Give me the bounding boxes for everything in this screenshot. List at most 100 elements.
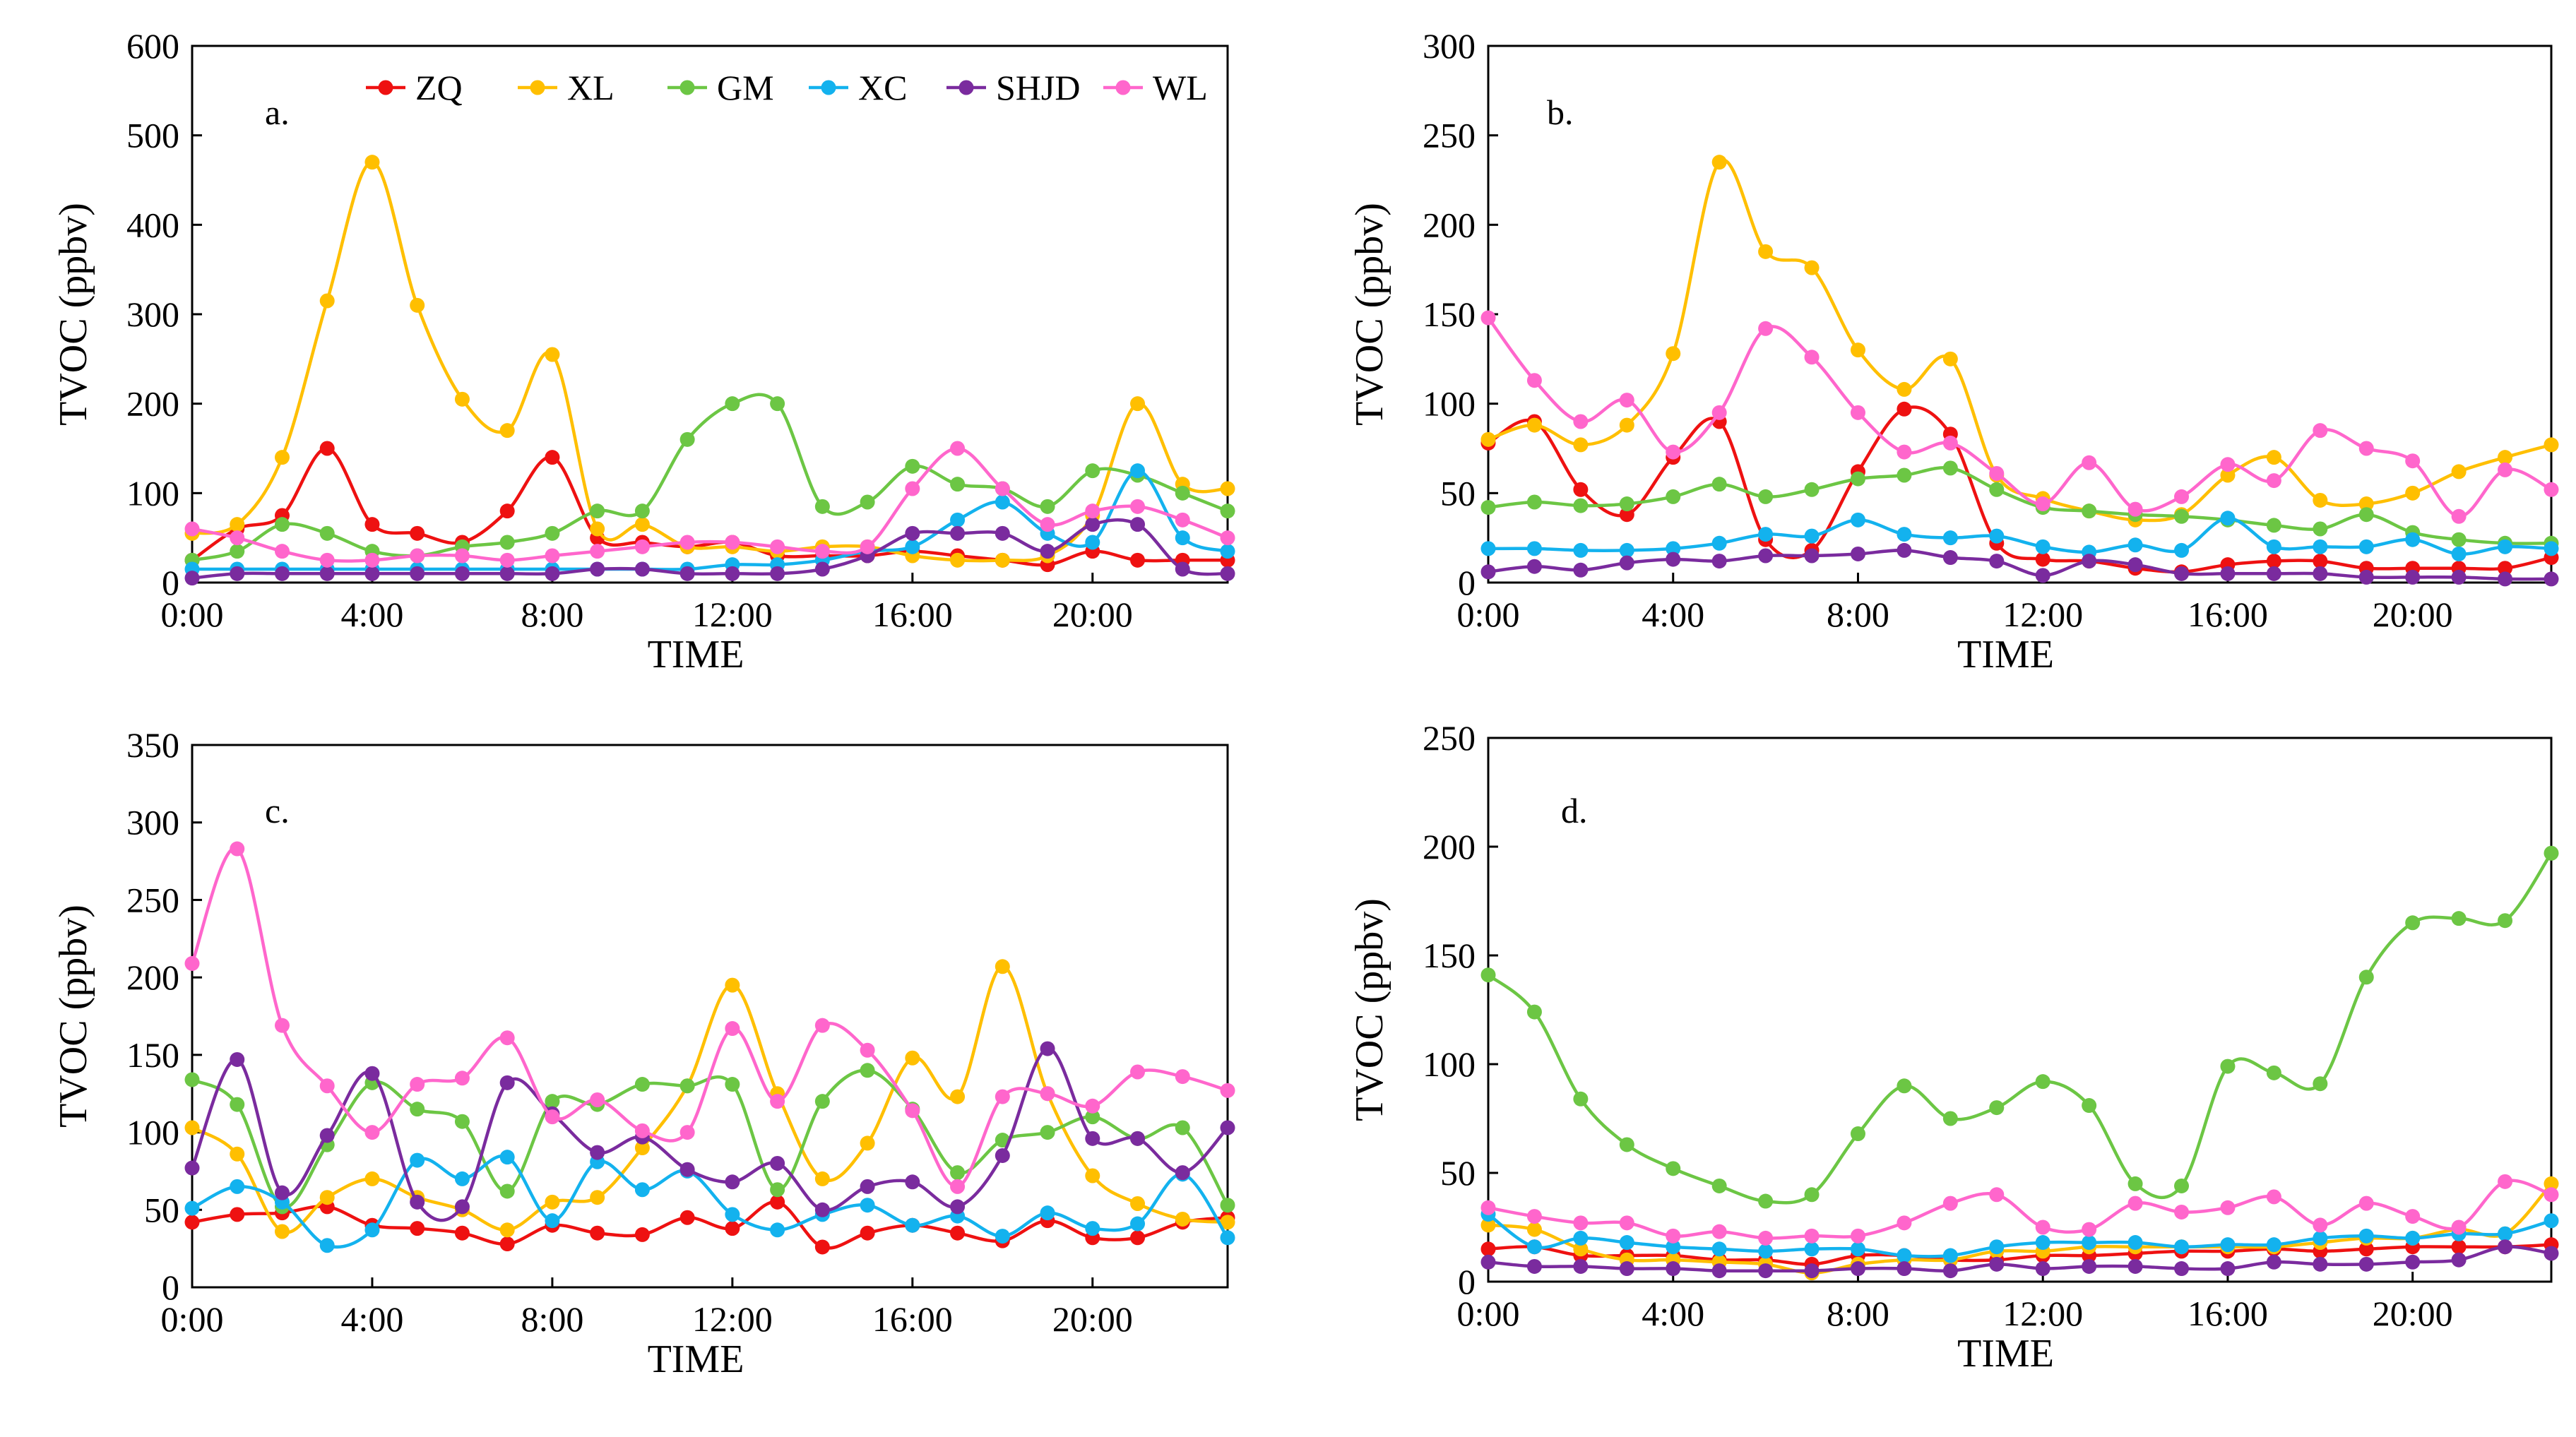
data-point <box>995 1147 1010 1163</box>
data-point <box>1804 548 1820 564</box>
data-point <box>950 1199 966 1215</box>
data-point <box>1573 1215 1589 1231</box>
data-point <box>1989 1187 2005 1203</box>
data-point <box>1040 544 1055 559</box>
data-point <box>2498 1226 2513 1241</box>
data-point <box>1666 1228 1681 1244</box>
data-point <box>2498 450 2513 465</box>
series-shjd <box>1480 1239 2559 1279</box>
data-point <box>364 1222 380 1238</box>
data-point <box>1220 1083 1235 1098</box>
data-point <box>950 525 966 541</box>
data-point <box>2451 569 2467 585</box>
data-point <box>2544 845 2559 861</box>
data-point <box>499 1183 515 1199</box>
data-point <box>2266 1254 2281 1270</box>
data-point <box>410 1102 425 1117</box>
panel-label: d. <box>1561 791 1588 830</box>
series-line-zq <box>1487 405 2552 574</box>
panel-label: b. <box>1547 93 1574 132</box>
x-tick-label: 20:00 <box>1052 595 1133 634</box>
data-point <box>1480 1254 1496 1270</box>
data-point <box>1989 465 2005 481</box>
data-point <box>184 1215 200 1230</box>
data-point <box>1804 350 1820 365</box>
series-line-gm <box>1488 466 2552 545</box>
x-tick-label: 4:00 <box>341 595 404 634</box>
data-point <box>2313 1217 2328 1233</box>
data-point <box>2405 1254 2421 1270</box>
data-point <box>1942 435 1958 451</box>
data-point <box>1130 517 1146 532</box>
data-point <box>2405 915 2421 931</box>
series-xl <box>184 959 1235 1239</box>
data-point <box>725 396 740 412</box>
data-point <box>230 1051 245 1067</box>
data-point <box>545 1109 560 1125</box>
data-point <box>2035 1220 2050 1235</box>
data-point <box>2082 554 2097 569</box>
data-point <box>770 1094 785 1109</box>
y-tick-label: 100 <box>126 473 179 513</box>
data-point <box>634 517 650 532</box>
data-point <box>2035 496 2050 512</box>
data-point <box>184 1120 200 1135</box>
data-point <box>1850 1228 1865 1244</box>
data-point <box>1897 381 1912 397</box>
legend-item-shjd: SHJD <box>946 68 1080 107</box>
data-point <box>860 494 875 510</box>
data-point <box>814 1171 830 1186</box>
data-point <box>499 1150 515 1165</box>
plot-frame <box>191 44 1229 584</box>
data-point <box>2313 492 2328 508</box>
data-point <box>995 552 1010 568</box>
y-tick-label: 250 <box>126 880 179 919</box>
data-point <box>1526 559 1542 574</box>
data-point <box>2174 1239 2190 1255</box>
data-point <box>2220 1261 2236 1277</box>
data-point <box>2266 1237 2281 1253</box>
series-line-gm <box>1487 852 2553 1205</box>
data-point <box>590 561 605 577</box>
legend-marker <box>958 80 974 95</box>
data-point <box>2313 1256 2328 1272</box>
data-point <box>679 1078 695 1094</box>
y-tick-label: 100 <box>1423 1044 1476 1084</box>
data-point <box>454 1114 470 1129</box>
data-point <box>410 1077 425 1092</box>
data-point <box>545 525 560 541</box>
data-point <box>995 525 1010 541</box>
x-tick-label: 20:00 <box>2373 595 2453 634</box>
data-point <box>1526 373 1542 388</box>
legend-marker <box>1115 80 1131 95</box>
data-point <box>1085 1221 1100 1236</box>
x-tick-label: 16:00 <box>2188 595 2268 634</box>
data-point <box>545 1194 560 1210</box>
data-point <box>1040 1205 1055 1221</box>
data-point <box>184 1160 200 1176</box>
data-point <box>499 423 515 439</box>
data-point <box>1758 244 1774 259</box>
data-point <box>1897 527 1912 542</box>
data-point <box>545 1213 560 1229</box>
data-point <box>814 1018 830 1033</box>
data-point <box>679 1210 695 1225</box>
x-axis-label: TIME <box>1957 633 2054 676</box>
data-point <box>364 566 380 581</box>
data-point <box>2313 1230 2328 1246</box>
data-point <box>1711 1224 1727 1239</box>
series-shjd <box>184 1041 1235 1222</box>
data-point <box>1989 1239 2005 1255</box>
data-point <box>1619 1137 1634 1152</box>
y-tick-label: 50 <box>1440 1153 1476 1193</box>
data-point <box>1897 401 1912 417</box>
data-point <box>1220 481 1235 496</box>
data-point <box>1130 1196 1146 1212</box>
x-axis-label: TIME <box>648 633 744 676</box>
legend-label: XC <box>858 68 907 107</box>
data-point <box>1619 1261 1634 1277</box>
chart-panel-a: 0 100 200 300 400 500 600 0:00 4:00 8:00 12:00 16:0… <box>52 26 1235 676</box>
data-point <box>2035 568 2050 583</box>
data-point <box>1175 1120 1190 1135</box>
x-tick-label: 12:00 <box>2002 1294 2083 1333</box>
